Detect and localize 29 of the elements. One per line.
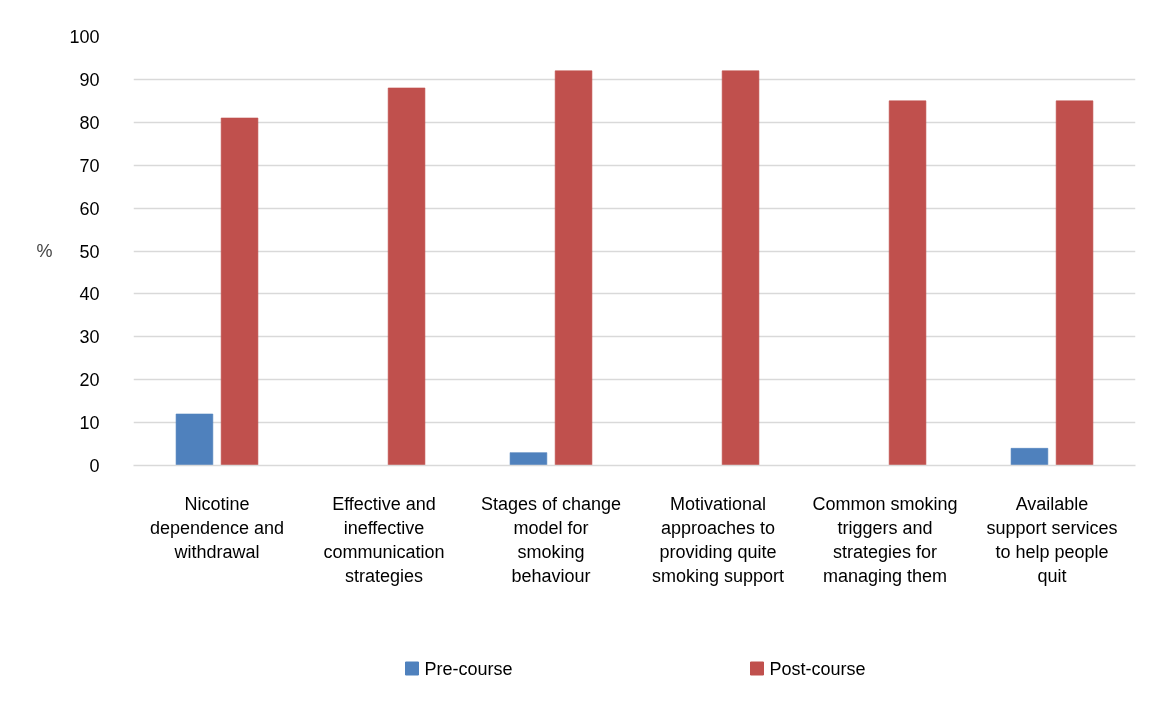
bar bbox=[554, 70, 593, 466]
bar bbox=[1055, 100, 1094, 466]
x-tick-label: Motivational approaches to providing quite smoking support bbox=[651, 493, 785, 586]
x-tick-label: Available support services to help people quit bbox=[986, 493, 1118, 586]
y-tick-label: 20 bbox=[79, 370, 100, 391]
x-tick-label: Effective and ineffective communication strategies bbox=[323, 493, 445, 586]
y-tick-label: 50 bbox=[79, 241, 100, 262]
y-tick-label: 10 bbox=[79, 413, 100, 434]
legend-label: Post-course bbox=[769, 658, 866, 679]
bar bbox=[888, 100, 927, 466]
bar bbox=[387, 87, 426, 466]
legend-label: Pre-course bbox=[424, 658, 513, 679]
y-tick-label: 30 bbox=[79, 327, 100, 348]
y-tick-label: 40 bbox=[79, 284, 100, 305]
y-tick-label: 100 bbox=[69, 27, 100, 47]
y-tick-label: 90 bbox=[79, 69, 100, 90]
y-tick-label: 70 bbox=[79, 155, 100, 176]
bar bbox=[509, 452, 548, 466]
y-axis-title: % bbox=[36, 241, 53, 261]
y-tick-label: 80 bbox=[79, 112, 100, 133]
x-tick-label: Stages of change model for smoking behaviour bbox=[480, 493, 622, 586]
y-tick-label: 60 bbox=[79, 198, 100, 219]
bar bbox=[175, 413, 214, 466]
y-tick-label: 0 bbox=[89, 456, 100, 476]
bar bbox=[220, 117, 259, 466]
bar bbox=[721, 70, 760, 466]
x-tick-label: Nicotine dependence and withdrawal bbox=[149, 493, 285, 562]
x-tick-label: Common smoking triggers and strategies for managing them bbox=[812, 493, 958, 586]
bar bbox=[1010, 447, 1049, 466]
